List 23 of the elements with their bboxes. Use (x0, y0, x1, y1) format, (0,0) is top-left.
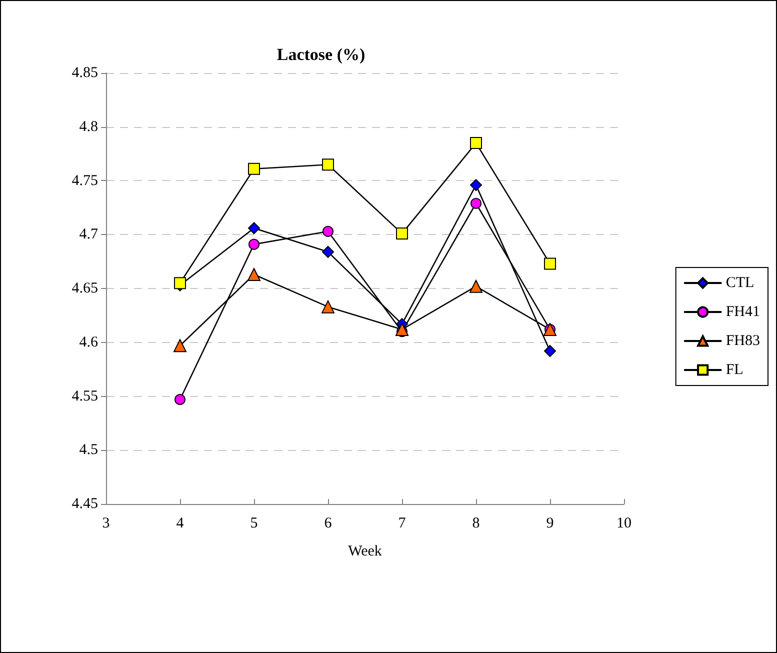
y-tick-label: 4.7 (79, 226, 98, 243)
y-tick-label: 4.85 (72, 65, 98, 81)
legend-label: FH41 (726, 304, 760, 320)
y-tick-label: 4.45 (72, 496, 98, 512)
x-axis-title: Week (348, 544, 382, 560)
x-tick-label: 9 (546, 516, 554, 532)
x-tick-label: 10 (616, 516, 632, 532)
y-tick-label: 4.5 (79, 442, 98, 458)
y-tick-label: 4.6 (79, 334, 98, 350)
y-tick-label: 4.75 (72, 172, 98, 189)
y-tick-label: 4.55 (72, 388, 98, 404)
legend-label: FL (726, 362, 744, 378)
x-tick-label: 3 (102, 516, 110, 532)
legend-label: FH83 (726, 333, 760, 349)
x-tick-label: 6 (324, 516, 332, 532)
y-tick-label: 4.8 (79, 118, 98, 135)
x-tick-label: 4 (176, 516, 184, 532)
x-tick-label: 8 (472, 516, 480, 532)
y-tick-label: 4.65 (72, 280, 98, 296)
chart-title: Lactose (%) (276, 45, 366, 64)
x-tick-label: 7 (398, 516, 406, 532)
x-tick-label: 5 (250, 516, 258, 532)
legend-label: CTL (726, 275, 754, 291)
